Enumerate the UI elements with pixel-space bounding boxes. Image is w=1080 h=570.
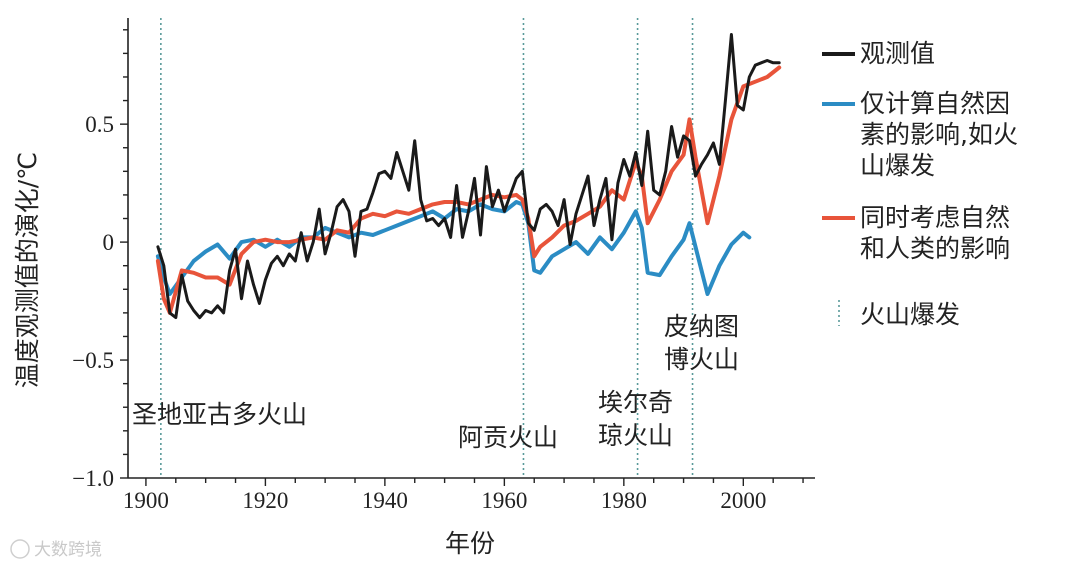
legend-label-natural: 仅计算自然因素的影响,如火山爆发 (860, 89, 1018, 180)
eruption-label-line: 埃尔奇 (598, 388, 673, 417)
y-tick-label-0: −1.0 (72, 466, 114, 491)
x-tick-label-1940: 1940 (362, 488, 408, 513)
y-tick-label-1: −0.5 (72, 348, 114, 373)
legend-label-combined: 同时考虑自然和人类的影响 (860, 203, 1010, 263)
eruption-label-line: 琼火山 (598, 421, 673, 450)
watermark-text: 大数跨境 (34, 540, 102, 560)
x-tick-label-1960: 1960 (481, 488, 527, 513)
eruption-label-line: 博火山 (664, 345, 739, 374)
legend-label-line: 和人类的影响 (860, 234, 1010, 263)
eruption-label-1: 阿贡火山 (458, 423, 558, 452)
x-tick-label-1980: 1980 (601, 488, 647, 513)
y-tick-label-2: 0 (103, 230, 115, 255)
watermark-logo-icon (10, 539, 30, 559)
series-line-0 (156, 33, 781, 320)
watermark: 大数跨境 (10, 539, 102, 560)
eruption-label-2: 埃尔奇琼火山 (598, 388, 673, 450)
series-line-2 (155, 65, 782, 315)
legend-label-observed: 观测值 (860, 39, 935, 68)
eruption-label-line: 皮纳图 (664, 312, 739, 341)
x-tick-label-1920: 1920 (242, 488, 288, 513)
axes: 1900 1920 1940 1960 1980 2000 −1.0 −0.5 0 0.5 (72, 18, 815, 513)
eruption-label-3: 皮纳图博火山 (664, 312, 739, 374)
x-axis-title: 年份 (445, 529, 495, 558)
y-axis-title: 温度观测值的演化/℃ (13, 152, 42, 389)
legend-label-line: 山爆发 (860, 151, 935, 180)
legend-label-line: 观测值 (860, 39, 935, 68)
legend-label-line: 火山爆发 (860, 300, 960, 329)
legend-label-eruption: 火山爆发 (860, 300, 960, 329)
x-tick-label-2000: 2000 (720, 488, 766, 513)
eruption-label-line: 阿贡火山 (458, 423, 558, 452)
plot-area (155, 18, 782, 478)
legend-label-line: 仅计算自然因 (860, 89, 1010, 118)
x-tick-label-1900: 1900 (123, 488, 169, 513)
legend-label-line: 同时考虑自然 (860, 203, 1010, 232)
eruption-label-line: 圣地亚古多火山 (132, 400, 307, 429)
legend-label-line: 素的影响,如火 (860, 120, 1018, 149)
y-tick-label-3: 0.5 (85, 112, 114, 137)
eruption-label-0: 圣地亚古多火山 (132, 400, 307, 429)
